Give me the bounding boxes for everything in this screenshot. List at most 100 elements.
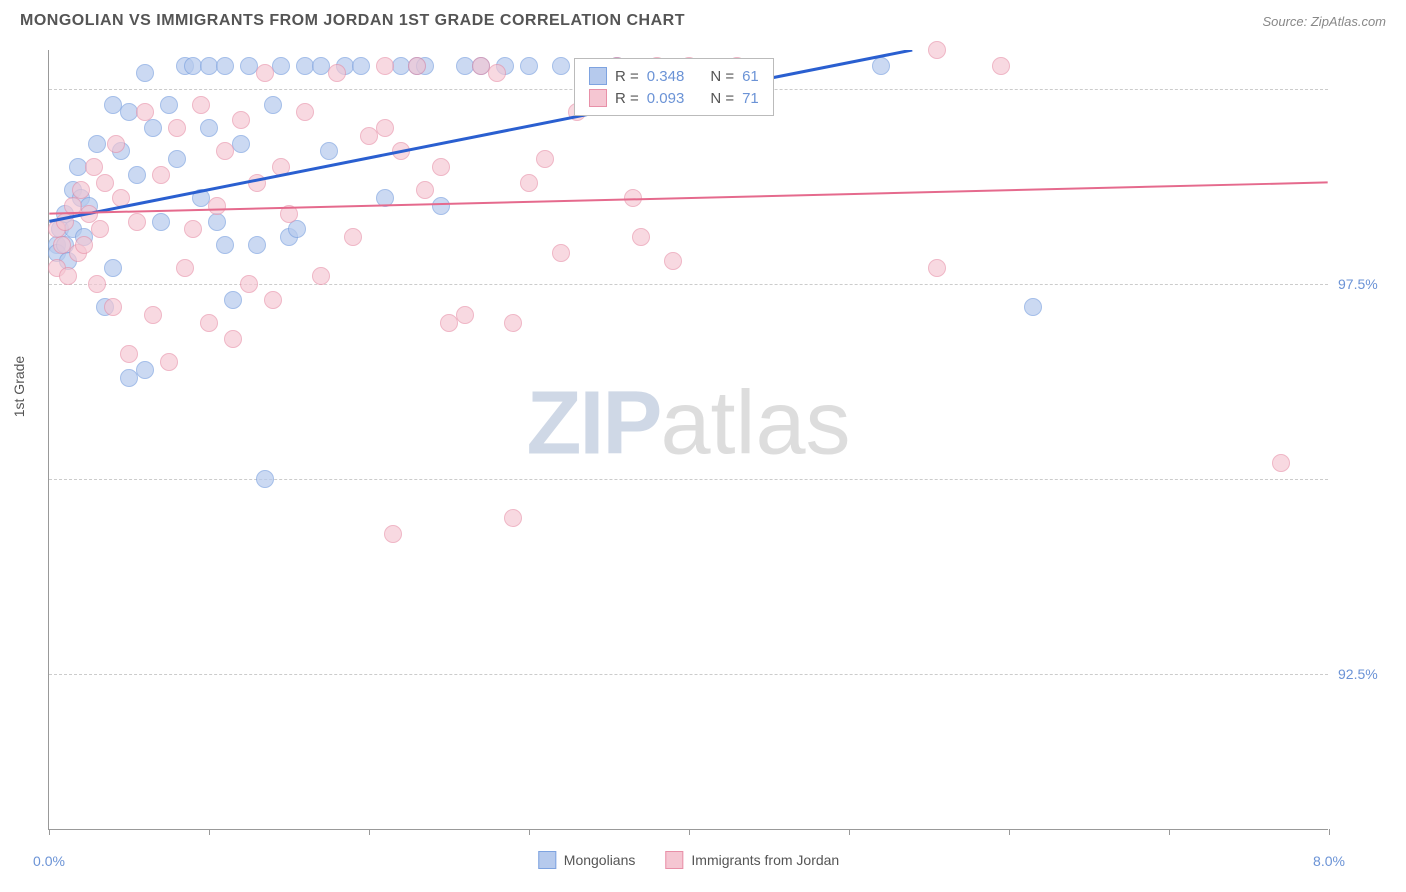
scatter-point [104,259,122,277]
scatter-point [59,267,77,285]
scatter-point [152,166,170,184]
scatter-point [112,189,130,207]
scatter-point [504,509,522,527]
legend-item: Mongolians [538,851,636,869]
scatter-point [80,205,98,223]
legend-swatch [665,851,683,869]
scatter-point [168,119,186,137]
scatter-point [88,275,106,293]
scatter-point [144,306,162,324]
scatter-point [488,64,506,82]
x-tick [849,829,850,835]
r-value: 0.093 [647,90,685,107]
scatter-point [232,111,250,129]
scatter-point [136,361,154,379]
gridline [49,479,1328,480]
legend-row: R = 0.348 N = 61 [589,65,759,87]
scatter-point [152,213,170,231]
n-value: 61 [742,68,759,85]
scatter-point [91,220,109,238]
x-tick [1009,829,1010,835]
r-label: R = [615,68,639,85]
scatter-point [224,330,242,348]
scatter-point [160,353,178,371]
scatter-point [928,41,946,59]
scatter-point [624,189,642,207]
scatter-point [312,267,330,285]
scatter-point [432,158,450,176]
scatter-point [136,103,154,121]
scatter-point [224,291,242,309]
x-tick [369,829,370,835]
scatter-point [208,197,226,215]
scatter-point [384,525,402,543]
scatter-point [664,252,682,270]
scatter-point [128,213,146,231]
r-value: 0.348 [647,68,685,85]
scatter-point [376,57,394,75]
scatter-point [416,181,434,199]
x-tick-label: 0.0% [33,853,65,869]
scatter-point [264,291,282,309]
scatter-point [232,135,250,153]
legend-label: Immigrants from Jordan [691,852,839,868]
scatter-point [120,345,138,363]
legend-swatch [589,89,607,107]
n-label: N = [710,90,734,107]
x-tick-label: 8.0% [1313,853,1345,869]
x-tick [529,829,530,835]
scatter-point [272,57,290,75]
correlation-legend: R = 0.348 N = 61 R = 0.093 N = 71 [574,58,774,116]
scatter-point [456,306,474,324]
scatter-point [168,150,186,168]
scatter-point [144,119,162,137]
scatter-point [992,57,1010,75]
y-axis-title: 1st Grade [11,355,27,416]
scatter-point [520,57,538,75]
scatter-point [96,174,114,192]
scatter-point [344,228,362,246]
y-tick-label: 92.5% [1338,666,1398,682]
scatter-point [352,57,370,75]
x-tick [1169,829,1170,835]
scatter-point [136,64,154,82]
scatter-point [552,244,570,262]
scatter-point [432,197,450,215]
scatter-point [1272,454,1290,472]
scatter-point [85,158,103,176]
r-label: R = [615,90,639,107]
scatter-point [200,119,218,137]
scatter-point [75,236,93,254]
scatter-point [176,259,194,277]
scatter-point [280,205,298,223]
scatter-point [256,470,274,488]
scatter-point [288,220,306,238]
scatter-point [928,259,946,277]
scatter-point [104,298,122,316]
scatter-point [160,96,178,114]
scatter-point [128,166,146,184]
scatter-point [88,135,106,153]
scatter-point [107,135,125,153]
scatter-point [72,181,90,199]
x-tick [209,829,210,835]
scatter-point [632,228,650,246]
x-tick [1329,829,1330,835]
scatter-point [376,189,394,207]
scatter-point [320,142,338,160]
n-label: N = [710,68,734,85]
chart-area: 1st Grade 92.5%97.5%0.0%8.0% ZIPatlas R … [48,50,1328,830]
scatter-point [328,64,346,82]
scatter-point [1024,298,1042,316]
scatter-point [376,119,394,137]
scatter-point [240,275,258,293]
scatter-point [256,64,274,82]
gridline [49,674,1328,675]
scatter-point [248,174,266,192]
legend-label: Mongolians [564,852,636,868]
scatter-point [408,57,426,75]
scatter-point [392,142,410,160]
n-value: 71 [742,90,759,107]
scatter-point [296,103,314,121]
legend-swatch [538,851,556,869]
